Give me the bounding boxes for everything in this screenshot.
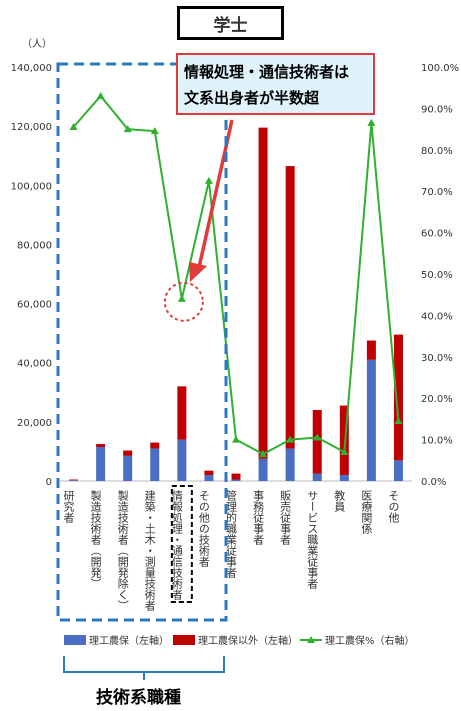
bar-non-science <box>96 444 106 447</box>
ratio-point <box>259 450 268 458</box>
bar-science <box>258 458 268 481</box>
legend-swatch-science <box>64 635 86 645</box>
bar-science <box>366 359 376 481</box>
ratio-point <box>232 435 240 443</box>
y-right-tick-label: 30.0% <box>421 353 453 364</box>
category-label: 販売従事者 <box>279 490 292 546</box>
y-right-tick-label: 40.0% <box>421 311 453 322</box>
category-label: 情報処理・通信技術者 <box>170 490 183 601</box>
callout-line-2: 文系出身者が半数超 <box>184 89 320 107</box>
ratio-point <box>150 127 159 135</box>
ratio-point <box>340 448 349 456</box>
category-label: 教員 <box>333 490 346 513</box>
y-left-tick-label: 140,000 <box>11 63 52 74</box>
category-label: 管理的職業従事者 <box>225 489 238 579</box>
y-right-tick-label: 100.0% <box>421 63 459 74</box>
category-label: 建築・土木・測量技術者 <box>143 489 156 612</box>
bar-science <box>177 439 187 481</box>
bar-non-science <box>123 450 133 456</box>
ratio-point <box>69 123 78 131</box>
bar-science <box>312 473 322 481</box>
bar-science <box>339 475 349 481</box>
ratio-point <box>367 118 376 126</box>
highlight-label-box <box>170 485 193 603</box>
category-label: 研究者 <box>62 490 75 524</box>
y-left-tick-label: 20,000 <box>17 418 52 429</box>
category-label: 医療関係 <box>360 490 373 535</box>
y-right-tick-label: 80.0% <box>421 146 453 157</box>
bar-non-science <box>204 470 214 476</box>
legend-marker-ratio <box>307 636 315 643</box>
ratio-point <box>177 294 186 302</box>
legend-label-ratio: 理工農保%（右軸） <box>325 634 415 647</box>
highlight-circle <box>163 281 204 322</box>
category-label: その他の技術者 <box>197 490 210 568</box>
category-label: 事務従事者 <box>252 490 265 546</box>
ratio-point <box>96 91 105 99</box>
technical-group-label: 技術系職種 <box>96 688 181 708</box>
y-left-tick-label: 80,000 <box>17 240 52 251</box>
chart-title-box: 学士 <box>177 6 284 40</box>
bar-science <box>150 448 160 481</box>
y-left-tick-label: 100,000 <box>11 181 52 192</box>
bar-science <box>231 479 241 481</box>
bar-science <box>393 460 403 481</box>
callout-line-1: 情報処理・通信技術者は <box>184 63 350 81</box>
category-label: その他 <box>387 490 400 523</box>
ratio-line <box>72 94 400 456</box>
y-left-tick-label: 60,000 <box>17 300 52 311</box>
ratio-point <box>394 416 403 424</box>
bar-science <box>204 475 214 481</box>
bar-non-science <box>69 479 79 481</box>
y-right-tick-label: 90.0% <box>421 104 453 115</box>
bar-science <box>69 480 79 481</box>
callout-arrow-head <box>189 262 207 282</box>
category-label: 製造技術者（開発） <box>89 489 102 589</box>
bar-non-science <box>231 473 241 480</box>
legend-label-non-science: 理工農保以外（左軸） <box>198 634 298 647</box>
ratio-point <box>313 433 322 441</box>
y-right-tick-label: 60.0% <box>421 229 453 240</box>
legend-swatch-non-science <box>173 635 195 645</box>
legend-label-science: 理工農保（左軸） <box>89 634 169 647</box>
y-left-tick-label: 40,000 <box>17 359 52 370</box>
y-right-tick-label: 0.0% <box>421 477 446 488</box>
ratio-point <box>204 176 213 184</box>
y-axis-unit-label: （人） <box>22 39 52 50</box>
bar-science <box>285 448 295 481</box>
y-right-tick-label: 10.0% <box>421 436 453 447</box>
y-left-tick-label: 0 <box>46 477 52 488</box>
bar-science <box>96 446 106 481</box>
bar-non-science <box>366 340 376 360</box>
ratio-point <box>123 125 132 133</box>
y-right-tick-label: 70.0% <box>421 187 453 198</box>
y-left-tick-label: 120,000 <box>11 122 52 133</box>
bar-non-science <box>258 127 268 459</box>
bar-science <box>123 455 133 481</box>
bar-non-science <box>177 386 187 440</box>
bar-non-science <box>312 410 322 474</box>
category-label: 製造技術者（開発除く） <box>116 489 129 611</box>
technical-group-frame <box>56 62 228 622</box>
category-label: サービス職業従事者 <box>306 490 319 590</box>
bar-non-science <box>150 442 160 449</box>
ratio-point <box>286 435 295 443</box>
callout-box: 情報処理・通信技術者は 文系出身者が半数超 <box>176 53 375 115</box>
y-right-tick-label: 50.0% <box>421 270 453 281</box>
y-right-tick-label: 20.0% <box>421 394 453 405</box>
bar-non-science <box>285 166 295 449</box>
bar-non-science <box>393 334 403 461</box>
technical-group-bracket <box>63 656 225 673</box>
